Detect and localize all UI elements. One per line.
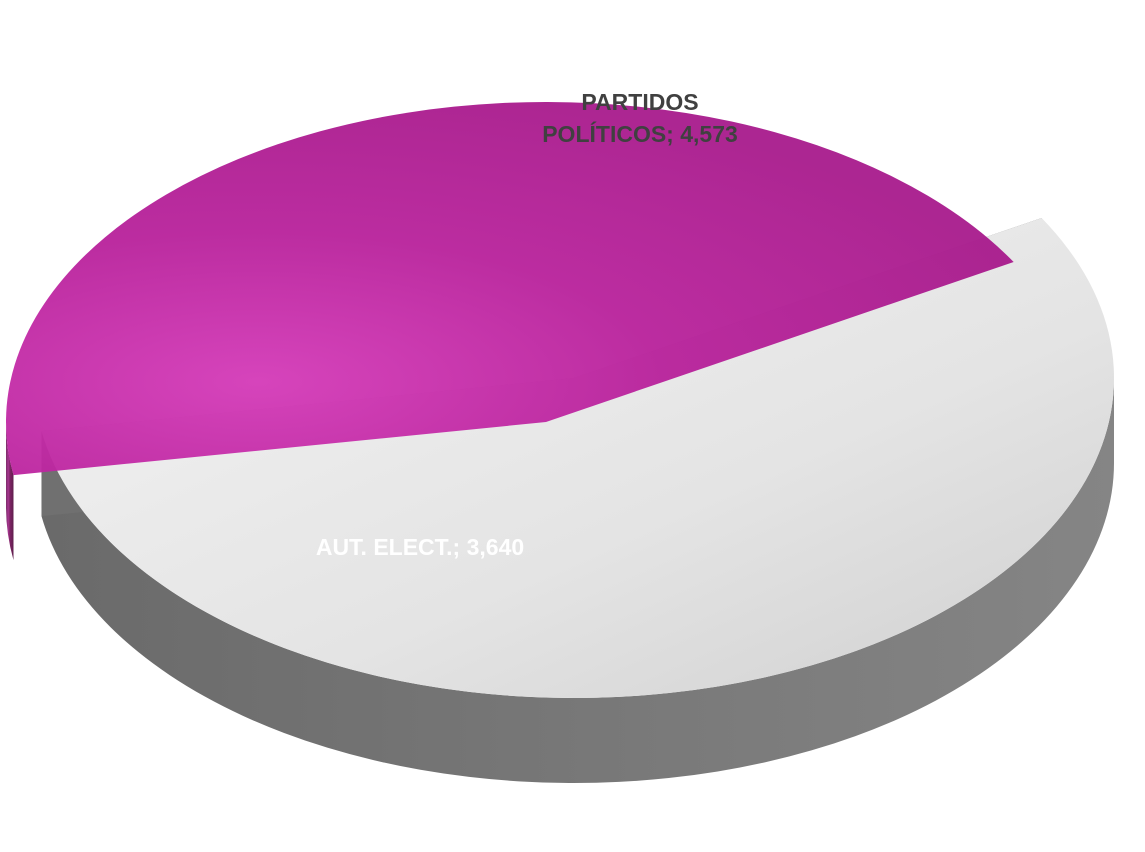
pie-slice-partidos-politicos: [41, 218, 1115, 699]
data-label-line: AUT. ELECT.; 3,640: [316, 534, 524, 560]
data-label-line: PARTIDOS: [581, 89, 698, 115]
data-label-partidos-politicos: PARTIDOS POLÍTICOS; 4,573: [542, 89, 738, 147]
pie-slice-aut-elect: [5, 101, 1014, 476]
slice-side-partidos-politicos: [41, 378, 1114, 784]
data-label-aut-elect: AUT. ELECT.; 3,640: [316, 534, 524, 560]
data-label-line: POLÍTICOS; 4,573: [542, 120, 738, 147]
slice-side-aut-elect: [6, 422, 14, 561]
